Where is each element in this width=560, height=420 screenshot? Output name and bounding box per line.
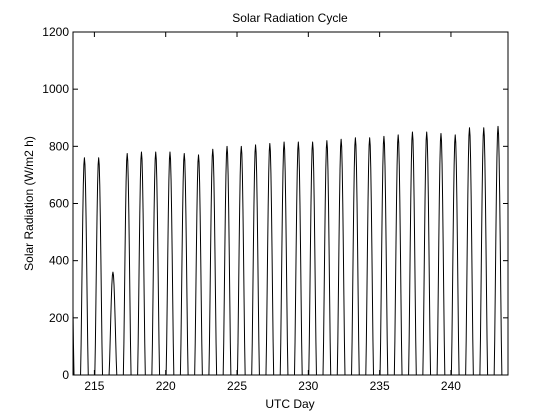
y-tick-label: 600 [49, 197, 69, 211]
y-tick-label: 0 [62, 368, 69, 382]
solar-radiation-line [73, 125, 508, 375]
x-tick-label: 240 [441, 379, 461, 393]
x-axis-label: UTC Day [265, 397, 314, 411]
x-tick-label: 215 [84, 379, 104, 393]
x-tick-label: 220 [156, 379, 176, 393]
y-tick-label: 200 [49, 311, 69, 325]
y-tick-label: 800 [49, 139, 69, 153]
x-tick-label: 235 [370, 379, 390, 393]
x-tick-label: 225 [227, 379, 247, 393]
y-tick-label: 1000 [42, 82, 69, 96]
plot-area [72, 31, 509, 376]
chart-title: Solar Radiation Cycle [232, 11, 348, 25]
y-tick-label: 400 [49, 254, 69, 268]
x-tick-label: 230 [298, 379, 318, 393]
series-layer [73, 125, 508, 375]
ticks-layer: 215 220 225 230 235 240 0 200 400 600 800 1000 1200 [42, 25, 508, 393]
y-axis-label: Solar Radiation (W/m2 h) [22, 136, 36, 271]
y-tick-label: 1200 [42, 25, 69, 39]
